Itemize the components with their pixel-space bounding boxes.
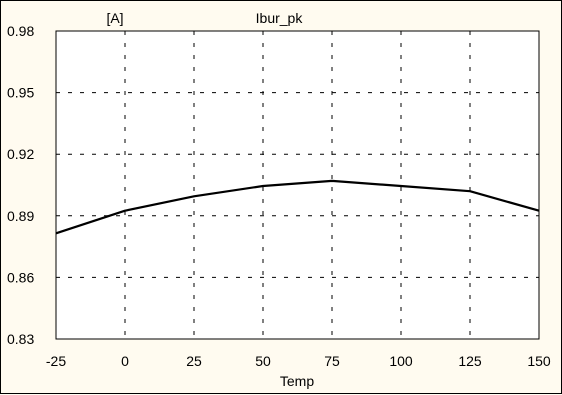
series-line bbox=[55, 179, 540, 235]
x-axis-title: Temp bbox=[280, 373, 314, 389]
plot-area bbox=[55, 30, 540, 340]
x-tick-label: 100 bbox=[389, 353, 413, 369]
x-tick-label: 0 bbox=[121, 353, 129, 369]
x-tick-label: 75 bbox=[324, 353, 340, 369]
y-tick-label: 0.98 bbox=[7, 23, 34, 39]
x-tick-label: 25 bbox=[186, 353, 202, 369]
y-tick-label: 0.92 bbox=[7, 146, 34, 162]
y-tick-label: 0.86 bbox=[7, 269, 34, 285]
x-tick-label: 125 bbox=[458, 353, 482, 369]
grid-lines bbox=[56, 31, 539, 339]
x-tick-label: 50 bbox=[255, 353, 271, 369]
y-tick-label: 0.89 bbox=[7, 208, 34, 224]
chart-title: Ibur_pk bbox=[256, 10, 304, 26]
y-tick-label: 0.83 bbox=[7, 331, 34, 347]
x-tick-label: 150 bbox=[527, 353, 551, 369]
tick-labels: -25 0 25 50 75 100 125 150 0.83 0.86 0.89 0.92 0.95 0… bbox=[7, 23, 551, 369]
y-axis-title: [A] bbox=[106, 10, 123, 26]
x-tick-label: -25 bbox=[46, 353, 66, 369]
y-tick-label: 0.95 bbox=[7, 85, 34, 101]
series-layer bbox=[55, 179, 540, 235]
